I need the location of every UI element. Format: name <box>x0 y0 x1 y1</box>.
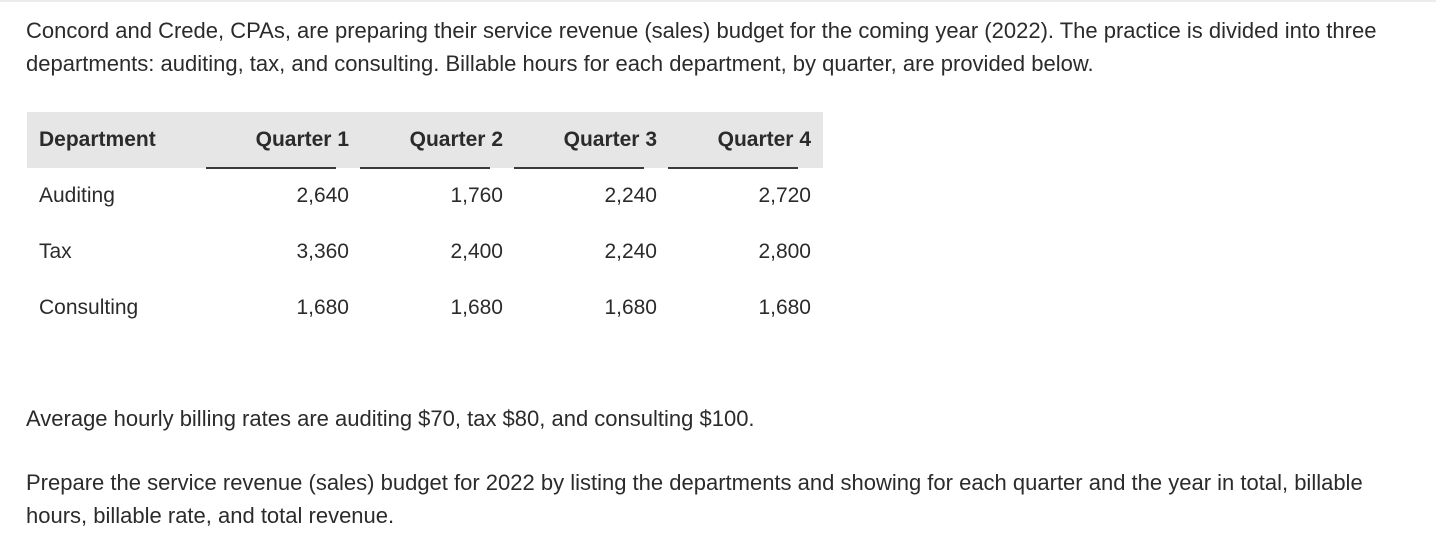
billing-rates-text: Average hourly billing rates are auditin… <box>26 406 755 431</box>
quarter-2-underline <box>360 167 490 169</box>
header-department: Department <box>39 128 156 151</box>
quarter-1-underline <box>206 167 336 169</box>
table-row: Auditing 2,640 1,760 2,240 2,720 <box>27 168 823 224</box>
table-row: Consulting 1,680 1,680 1,680 1,680 <box>27 280 823 336</box>
table-header-row: Department Quarter 1 Quarter 2 Quarter 3… <box>27 112 823 168</box>
quarter-3-underline <box>514 167 644 169</box>
table-cell: 2,800 <box>758 240 811 263</box>
table-cell: 3,360 <box>296 240 349 263</box>
header-quarter-4: Quarter 4 <box>717 128 811 151</box>
table-cell: 2,240 <box>604 240 657 263</box>
row-department-label: Consulting <box>39 296 139 319</box>
table-cell: 1,680 <box>758 296 811 319</box>
quarter-4-underline <box>668 167 798 169</box>
billable-hours-table-container: Department Quarter 1 Quarter 2 Quarter 3… <box>27 112 823 336</box>
table-cell: 1,680 <box>450 296 503 319</box>
table-cell: 1,680 <box>296 296 349 319</box>
top-divider <box>0 0 1436 2</box>
row-department-label: Tax <box>39 240 72 263</box>
task-instructions-text: Prepare the service revenue (sales) budg… <box>26 470 1363 528</box>
problem-intro-text: Concord and Crede, CPAs, are preparing t… <box>26 18 1377 76</box>
row-department-label: Auditing <box>39 184 115 207</box>
table-cell: 1,680 <box>604 296 657 319</box>
header-quarter-1: Quarter 1 <box>255 128 349 151</box>
table-cell: 2,240 <box>604 184 657 207</box>
table-cell: 2,400 <box>450 240 503 263</box>
header-quarter-3: Quarter 3 <box>563 128 657 151</box>
billable-hours-table: Department Quarter 1 Quarter 2 Quarter 3… <box>27 112 823 336</box>
table-row: Tax 3,360 2,400 2,240 2,800 <box>27 224 823 280</box>
table-cell: 1,760 <box>450 184 503 207</box>
table-cell: 2,720 <box>758 184 811 207</box>
table-cell: 2,640 <box>296 184 349 207</box>
header-quarter-2: Quarter 2 <box>409 128 503 151</box>
